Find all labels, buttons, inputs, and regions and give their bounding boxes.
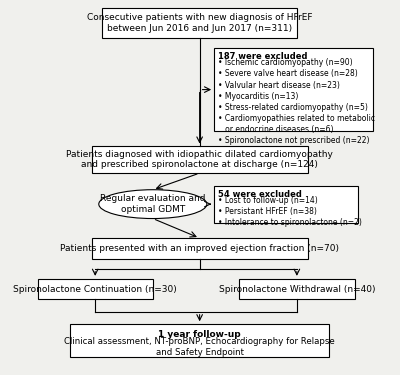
Text: Patients diagnosed with idiopathic dilated cardiomyopathy
and prescribed spirono: Patients diagnosed with idiopathic dilat… — [66, 150, 333, 170]
Text: Consecutive patients with new diagnosis of HFrEF
between Jun 2016 and Jun 2017 (: Consecutive patients with new diagnosis … — [87, 13, 312, 33]
Text: Regular evaluation and
optimal GDMT: Regular evaluation and optimal GDMT — [100, 194, 206, 214]
Text: Spironolactone Continuation (n=30): Spironolactone Continuation (n=30) — [13, 285, 177, 294]
Text: 1 year follow-up: 1 year follow-up — [158, 330, 241, 339]
Ellipse shape — [99, 190, 207, 219]
Text: • Ischemic cardiomyopathy (n=90)
• Severe valve heart disease (n=28)
• Valvular : • Ischemic cardiomyopathy (n=90) • Sever… — [218, 58, 375, 145]
FancyBboxPatch shape — [239, 279, 354, 300]
Text: 54 were excluded: 54 were excluded — [218, 190, 302, 199]
Text: • Lost to follow-up (n=14)
• Persistant HFrEF (n=38)
• Intolerance to spironolac: • Lost to follow-up (n=14) • Persistant … — [218, 196, 362, 227]
FancyBboxPatch shape — [214, 186, 358, 223]
FancyBboxPatch shape — [92, 238, 308, 259]
FancyBboxPatch shape — [70, 324, 329, 357]
FancyBboxPatch shape — [102, 8, 297, 38]
FancyBboxPatch shape — [38, 279, 153, 300]
Text: Spironolactone Withdrawal (n=40): Spironolactone Withdrawal (n=40) — [219, 285, 375, 294]
Text: Patients presented with an improved ejection fraction (n=70): Patients presented with an improved ejec… — [60, 244, 339, 253]
FancyBboxPatch shape — [92, 147, 308, 173]
Text: Clinical assessment, NT-proBNP, Echocardiography for Relapse
and Safety Endpoint: Clinical assessment, NT-proBNP, Echocard… — [64, 337, 335, 357]
FancyBboxPatch shape — [214, 48, 372, 131]
Text: 187 were excluded: 187 were excluded — [218, 53, 307, 62]
